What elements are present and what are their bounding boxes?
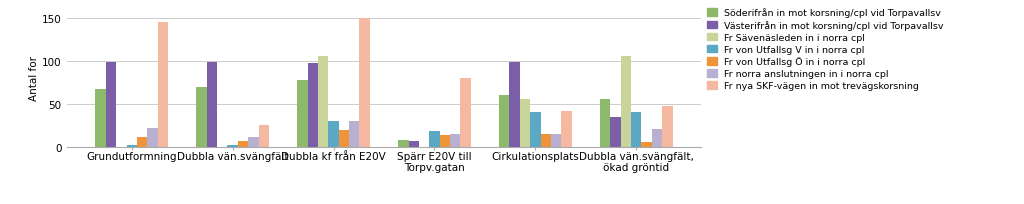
Bar (227, 145, 238, 147)
Bar (127, 145, 137, 147)
Bar (339, 131, 349, 147)
Bar (641, 143, 652, 147)
Bar (259, 125, 269, 147)
Bar (329, 121, 339, 147)
Bar (248, 137, 259, 147)
Bar (398, 140, 409, 147)
Bar (652, 130, 663, 147)
Bar (238, 141, 248, 147)
Bar (450, 134, 461, 147)
Bar (318, 57, 329, 147)
Bar (105, 62, 116, 147)
Bar (207, 62, 217, 147)
Bar (137, 137, 147, 147)
Bar (349, 121, 359, 147)
Bar (509, 62, 520, 147)
Bar (307, 64, 318, 147)
Bar (429, 132, 439, 147)
Bar (600, 100, 610, 147)
Bar (663, 107, 673, 147)
Bar (621, 57, 631, 147)
Bar (409, 141, 419, 147)
Bar (95, 90, 105, 147)
Bar (197, 87, 207, 147)
Bar (461, 79, 471, 147)
Bar (439, 136, 450, 147)
Bar (610, 117, 621, 147)
Bar (520, 100, 530, 147)
Y-axis label: Antal for: Antal for (29, 56, 39, 101)
Bar (499, 96, 509, 147)
Legend: Söderifrån in mot korsning/cpl vid Torpavallsv, Västerifrån in mot korsning/cpl : Söderifrån in mot korsning/cpl vid Torpa… (708, 8, 944, 91)
Bar (297, 80, 307, 147)
Bar (158, 23, 168, 147)
Bar (530, 113, 541, 147)
Bar (147, 128, 158, 147)
Bar (359, 19, 370, 147)
Bar (631, 113, 641, 147)
Bar (561, 111, 571, 147)
Bar (541, 134, 551, 147)
Bar (551, 134, 561, 147)
